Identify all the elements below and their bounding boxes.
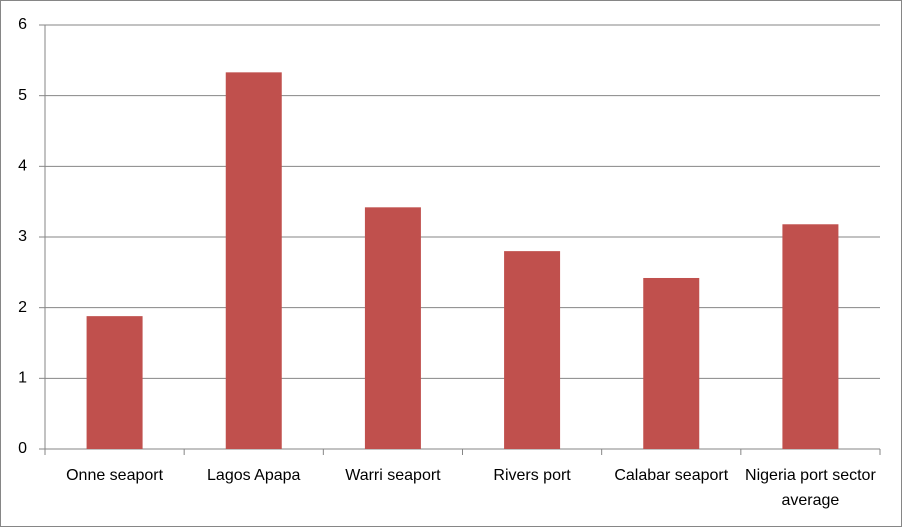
x-tick-label: Lagos Apapa xyxy=(207,467,301,484)
y-tick-label: 6 xyxy=(18,16,27,33)
x-tick-label: Calabar seaport xyxy=(614,467,729,484)
x-tick-label: Nigeria port sector average xyxy=(745,467,876,509)
y-tick-label: 3 xyxy=(18,228,27,245)
y-tick-label: 2 xyxy=(18,299,27,316)
bar xyxy=(225,72,282,449)
x-tick-label: Onne seaport xyxy=(66,467,164,484)
y-tick-label: 4 xyxy=(18,158,27,175)
bar xyxy=(782,224,839,449)
bar xyxy=(643,277,700,449)
bar xyxy=(86,316,143,449)
bar xyxy=(364,207,421,449)
y-tick-label: 5 xyxy=(18,87,27,104)
x-tick-label: Warri seaport xyxy=(345,467,441,484)
y-tick-label: 1 xyxy=(18,370,27,387)
x-tick-label: Rivers port xyxy=(493,467,571,484)
bar xyxy=(504,251,561,449)
y-tick-label: 0 xyxy=(18,440,27,457)
